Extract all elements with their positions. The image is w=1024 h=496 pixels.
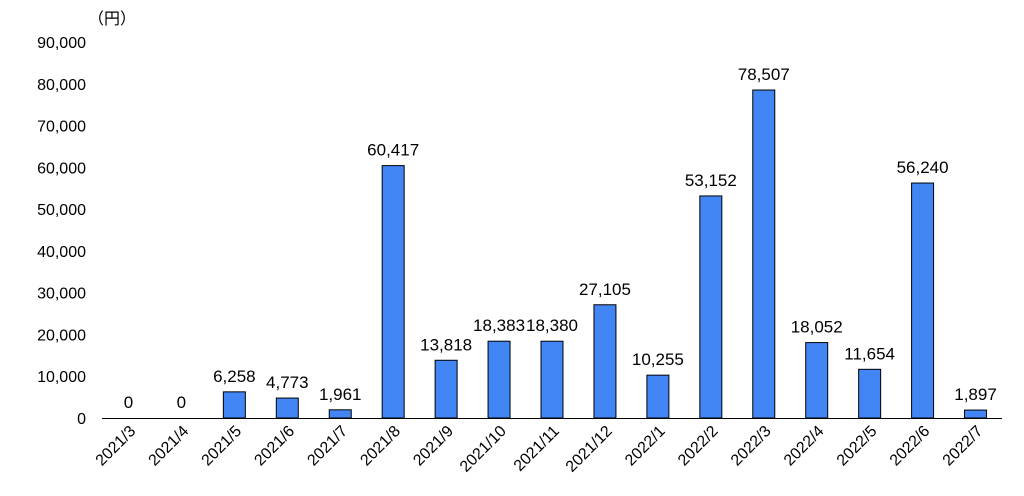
y-tick-label: 0 xyxy=(77,411,86,428)
y-tick-label: 50,000 xyxy=(37,202,86,219)
y-tick-label: 90,000 xyxy=(37,35,86,52)
bars xyxy=(222,89,988,419)
x-tick-label: 2022/2 xyxy=(675,423,722,470)
data-label: 1,961 xyxy=(319,385,362,404)
x-tick-label: 2021/10 xyxy=(457,423,510,476)
data-label: 13,818 xyxy=(420,335,472,354)
x-tick-label: 2022/4 xyxy=(781,423,828,470)
x-tick-label: 2021/9 xyxy=(410,423,457,470)
bar xyxy=(911,182,935,419)
bar xyxy=(593,304,617,419)
data-label: 4,773 xyxy=(266,373,309,392)
x-axis: 2021/3 2021/4 2021/5 2021/6 2021/7 2021/8 2021… xyxy=(93,423,987,476)
x-tick-label: 2022/3 xyxy=(728,423,775,470)
x-tick-label: 2022/1 xyxy=(622,423,669,470)
bar xyxy=(328,409,352,419)
y-tick-label: 20,000 xyxy=(37,327,86,344)
data-label: 0 xyxy=(177,393,186,412)
data-label: 27,105 xyxy=(579,280,631,299)
x-tick-label: 2021/11 xyxy=(511,423,563,475)
x-tick-label: 2021/3 xyxy=(93,423,140,470)
x-tick-label: 2021/8 xyxy=(357,423,404,470)
bar xyxy=(487,340,511,419)
y-tick-label: 60,000 xyxy=(37,160,86,177)
bar xyxy=(752,89,776,419)
data-label: 0 xyxy=(124,393,133,412)
x-tick-label: 2021/6 xyxy=(251,423,298,470)
bar xyxy=(964,409,988,419)
x-tick-label: 2021/4 xyxy=(146,423,193,470)
data-label: 53,152 xyxy=(685,171,737,190)
bar xyxy=(222,391,246,419)
x-tick-label: 2021/5 xyxy=(199,423,246,470)
y-axis: 0 10,000 20,000 30,000 40,000 50,000 60,000 70,… xyxy=(37,35,86,428)
data-label: 11,654 xyxy=(844,344,895,363)
bar xyxy=(858,368,882,419)
bar xyxy=(646,374,670,419)
data-label: 10,255 xyxy=(632,350,684,369)
x-tick-label: 2021/12 xyxy=(563,423,616,476)
x-tick-label: 2022/5 xyxy=(834,423,881,470)
bar xyxy=(805,342,829,419)
bar xyxy=(434,359,458,419)
bar xyxy=(699,195,723,419)
data-label: 60,417 xyxy=(367,141,419,160)
y-tick-label: 70,000 xyxy=(37,119,86,136)
bar xyxy=(381,165,405,419)
data-label: 18,052 xyxy=(791,318,843,337)
data-label: 1,897 xyxy=(954,385,997,404)
y-tick-label: 30,000 xyxy=(37,286,86,303)
bar xyxy=(540,340,564,419)
data-label: 18,380 xyxy=(526,316,578,335)
data-label: 78,507 xyxy=(738,65,790,84)
y-axis-unit-label: （円） xyxy=(88,10,136,28)
y-tick-label: 40,000 xyxy=(37,244,86,261)
data-label: 18,383 xyxy=(473,316,525,335)
y-tick-label: 80,000 xyxy=(37,77,86,94)
bar xyxy=(275,397,299,419)
data-label: 6,258 xyxy=(213,367,256,386)
y-tick-label: 10,000 xyxy=(37,369,86,386)
x-tick-label: 2022/6 xyxy=(887,423,934,470)
x-tick-label: 2021/7 xyxy=(304,423,351,470)
data-label: 56,240 xyxy=(897,158,949,177)
x-tick-label: 2022/7 xyxy=(940,423,987,470)
